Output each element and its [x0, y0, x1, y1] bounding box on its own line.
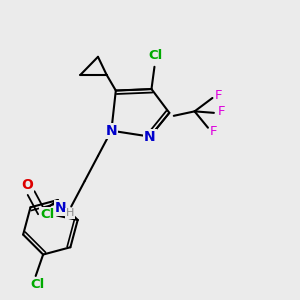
Text: N: N — [55, 201, 67, 215]
Text: O: O — [21, 178, 33, 192]
Text: H: H — [66, 208, 74, 218]
Text: F: F — [215, 89, 223, 102]
Text: N: N — [144, 130, 156, 144]
Text: Cl: Cl — [30, 278, 44, 291]
Text: N: N — [106, 124, 117, 138]
Text: Cl: Cl — [40, 208, 55, 220]
Text: Cl: Cl — [149, 49, 163, 62]
Text: F: F — [210, 125, 217, 138]
Text: F: F — [218, 105, 225, 118]
